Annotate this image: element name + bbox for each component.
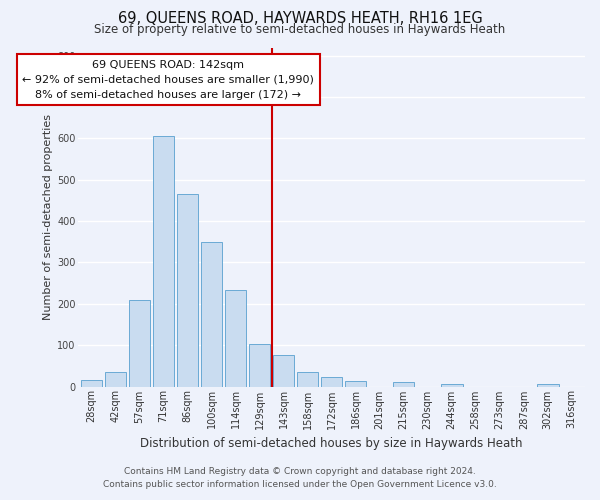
- Bar: [129, 300, 151, 386]
- Bar: [441, 384, 463, 386]
- Bar: [249, 344, 271, 387]
- Bar: [225, 290, 247, 386]
- Text: 69 QUEENS ROAD: 142sqm
← 92% of semi-detached houses are smaller (1,990)
8% of s: 69 QUEENS ROAD: 142sqm ← 92% of semi-det…: [22, 60, 314, 100]
- Bar: [297, 372, 319, 386]
- Bar: [273, 354, 295, 386]
- Bar: [393, 382, 415, 386]
- Bar: [105, 372, 127, 386]
- Y-axis label: Number of semi-detached properties: Number of semi-detached properties: [43, 114, 53, 320]
- Text: Size of property relative to semi-detached houses in Haywards Heath: Size of property relative to semi-detach…: [94, 22, 506, 36]
- Bar: [537, 384, 559, 386]
- Bar: [177, 194, 199, 386]
- Text: Contains HM Land Registry data © Crown copyright and database right 2024.
Contai: Contains HM Land Registry data © Crown c…: [103, 468, 497, 489]
- Bar: [321, 377, 343, 386]
- Bar: [153, 136, 175, 386]
- Bar: [201, 242, 223, 386]
- X-axis label: Distribution of semi-detached houses by size in Haywards Heath: Distribution of semi-detached houses by …: [140, 437, 523, 450]
- Bar: [345, 381, 367, 386]
- Bar: [80, 380, 103, 386]
- Text: 69, QUEENS ROAD, HAYWARDS HEATH, RH16 1EG: 69, QUEENS ROAD, HAYWARDS HEATH, RH16 1E…: [118, 11, 482, 26]
